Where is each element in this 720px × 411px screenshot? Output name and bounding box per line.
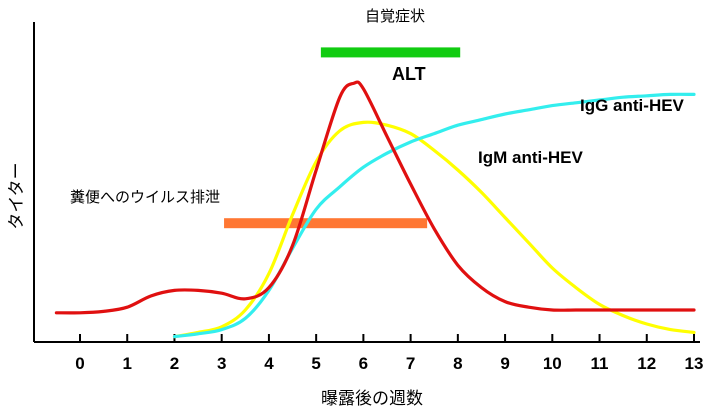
series-line-2 <box>172 92 696 339</box>
series-label-igg: IgG anti-HEV <box>580 96 685 115</box>
axes <box>33 22 700 343</box>
x-tick-label-13: 13 <box>685 354 704 373</box>
period-label-symptoms: 自覚症状 <box>365 7 425 25</box>
chart-labels: 曝露後の週数 タイター ALT IgG anti-HEV IgM anti-HE… <box>7 7 685 409</box>
x-tick-label-6: 6 <box>359 354 368 373</box>
x-tick-label-9: 9 <box>500 354 509 373</box>
x-tick-label-7: 7 <box>406 354 415 373</box>
x-tick-label-11: 11 <box>591 354 609 373</box>
period-bar-1 <box>224 218 428 229</box>
series-line-1 <box>172 120 696 339</box>
x-tick-label-8: 8 <box>453 354 462 373</box>
series-label-igm: IgM anti-HEV <box>478 148 583 167</box>
x-tick-label-1: 1 <box>122 354 131 373</box>
x-tick-label-0: 0 <box>75 354 84 373</box>
x-axis-label: 曝露後の週数 <box>321 389 423 409</box>
period-bars <box>224 47 461 229</box>
x-tick-label-4: 4 <box>264 354 274 373</box>
y-axis-label: タイター <box>7 162 27 229</box>
series-lines <box>54 80 696 339</box>
series-label-alt: ALT <box>392 64 426 84</box>
period-bar-0 <box>320 47 461 58</box>
series-line-0 <box>54 80 696 315</box>
x-tick-label-3: 3 <box>217 354 226 373</box>
x-tick-label-5: 5 <box>311 354 320 373</box>
x-tick-label-2: 2 <box>170 354 179 373</box>
period-label-fecal-shedding: 糞便へのウイルス排泄 <box>70 188 220 206</box>
x-tick-label-10: 10 <box>543 354 562 373</box>
x-tick-label-12: 12 <box>637 354 656 373</box>
x-ticks: 0 1 2 3 4 5 6 7 8 9 10 11 12 13 <box>75 334 703 373</box>
